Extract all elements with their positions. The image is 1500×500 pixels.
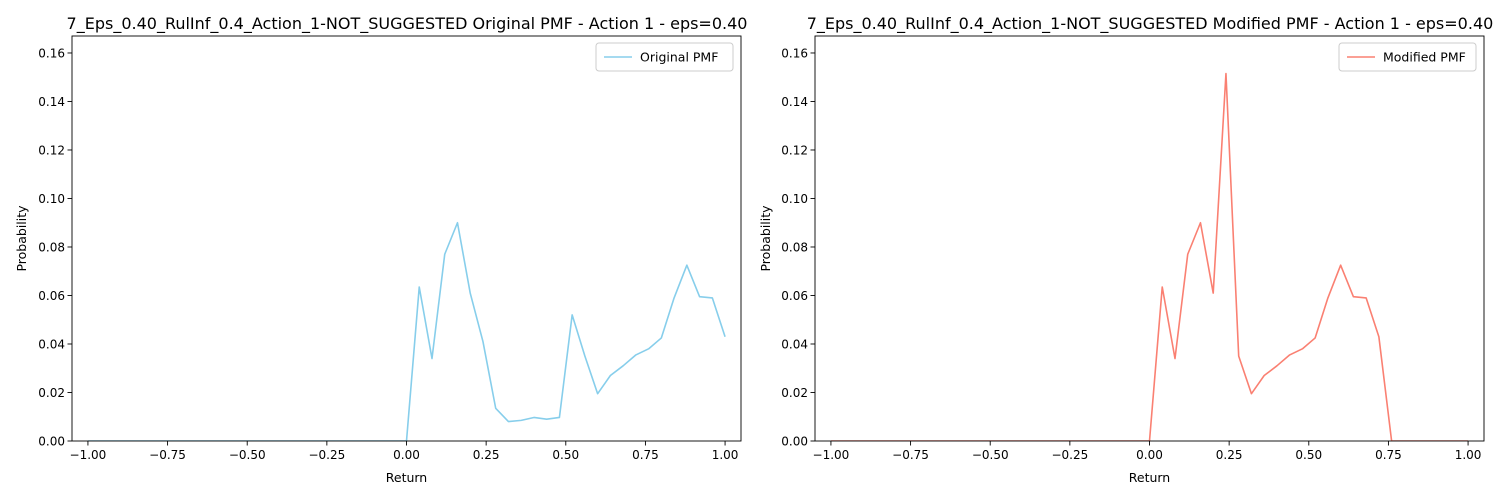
x-tick-label: 0.50 — [552, 448, 579, 462]
series-line-1 — [87, 221, 726, 441]
y-tick-label: 0.10 — [38, 192, 65, 206]
x-tick-label: −0.75 — [892, 448, 929, 462]
x-tick-label: 0.75 — [1375, 448, 1402, 462]
y-tick-label: 0.00 — [38, 435, 65, 449]
y-tick-label: 0.16 — [781, 46, 808, 60]
x-tick-label: 1.00 — [712, 448, 739, 462]
y-tick-label: 0.10 — [781, 192, 808, 206]
x-tick-label: 0.75 — [632, 448, 659, 462]
legend-label: Modified PMF — [1383, 50, 1466, 65]
x-tick-label: −0.25 — [1051, 448, 1088, 462]
x-axis-label: Return — [386, 470, 427, 485]
x-tick-label: 0.50 — [1295, 448, 1322, 462]
charts-root: 7_Eps_0.40_RulInf_0.4_Action_1-NOT_SUGGE… — [14, 14, 1493, 485]
y-tick-label: 0.04 — [38, 337, 65, 351]
y-tick-label: 0.14 — [781, 95, 808, 109]
y-tick-label: 0.02 — [38, 386, 65, 400]
chart-title: 7_Eps_0.40_RulInf_0.4_Action_1-NOT_SUGGE… — [807, 14, 1494, 34]
y-tick-label: 0.16 — [38, 46, 65, 60]
legend-label: Original PMF — [640, 50, 718, 65]
x-tick-label: 1.00 — [1455, 448, 1482, 462]
chart-panel-1: 7_Eps_0.40_RulInf_0.4_Action_1-NOT_SUGGE… — [14, 14, 747, 485]
y-tick-label: 0.06 — [781, 289, 808, 303]
x-tick-label: −0.75 — [149, 448, 186, 462]
y-tick-label: 0.02 — [781, 386, 808, 400]
y-tick-label: 0.06 — [38, 289, 65, 303]
x-tick-label: −0.50 — [972, 448, 1009, 462]
x-tick-label: −0.25 — [308, 448, 345, 462]
legend-box — [1338, 42, 1477, 72]
y-tick-label: 0.04 — [781, 337, 808, 351]
legend: Original PMF — [595, 42, 734, 72]
y-tick-label: 0.14 — [38, 95, 65, 109]
x-tick-label: −0.50 — [229, 448, 266, 462]
y-tick-label: 0.00 — [781, 435, 808, 449]
chart-title: 7_Eps_0.40_RulInf_0.4_Action_1-NOT_SUGGE… — [67, 14, 748, 34]
y-axis-label: Probability — [14, 205, 29, 272]
chart-panel-2: 7_Eps_0.40_RulInf_0.4_Action_1-NOT_SUGGE… — [758, 14, 1493, 485]
legend: Modified PMF — [1338, 42, 1477, 72]
x-tick-label: 0.00 — [1136, 448, 1163, 462]
series-group — [830, 72, 1469, 441]
y-tick-label: 0.08 — [38, 240, 65, 254]
x-tick-label: −1.00 — [70, 448, 107, 462]
y-tick-label: 0.12 — [781, 143, 808, 157]
y-tick-label: 0.08 — [781, 240, 808, 254]
series-line-1 — [830, 72, 1469, 441]
x-tick-label: 0.25 — [473, 448, 500, 462]
x-axis-label: Return — [1129, 470, 1170, 485]
y-axis-label: Probability — [758, 205, 773, 272]
x-tick-label: 0.25 — [1216, 448, 1243, 462]
series-group — [87, 221, 726, 441]
y-tick-label: 0.12 — [38, 143, 65, 157]
x-tick-label: 0.00 — [393, 448, 420, 462]
x-tick-label: −1.00 — [813, 448, 850, 462]
legend-box — [595, 42, 734, 72]
